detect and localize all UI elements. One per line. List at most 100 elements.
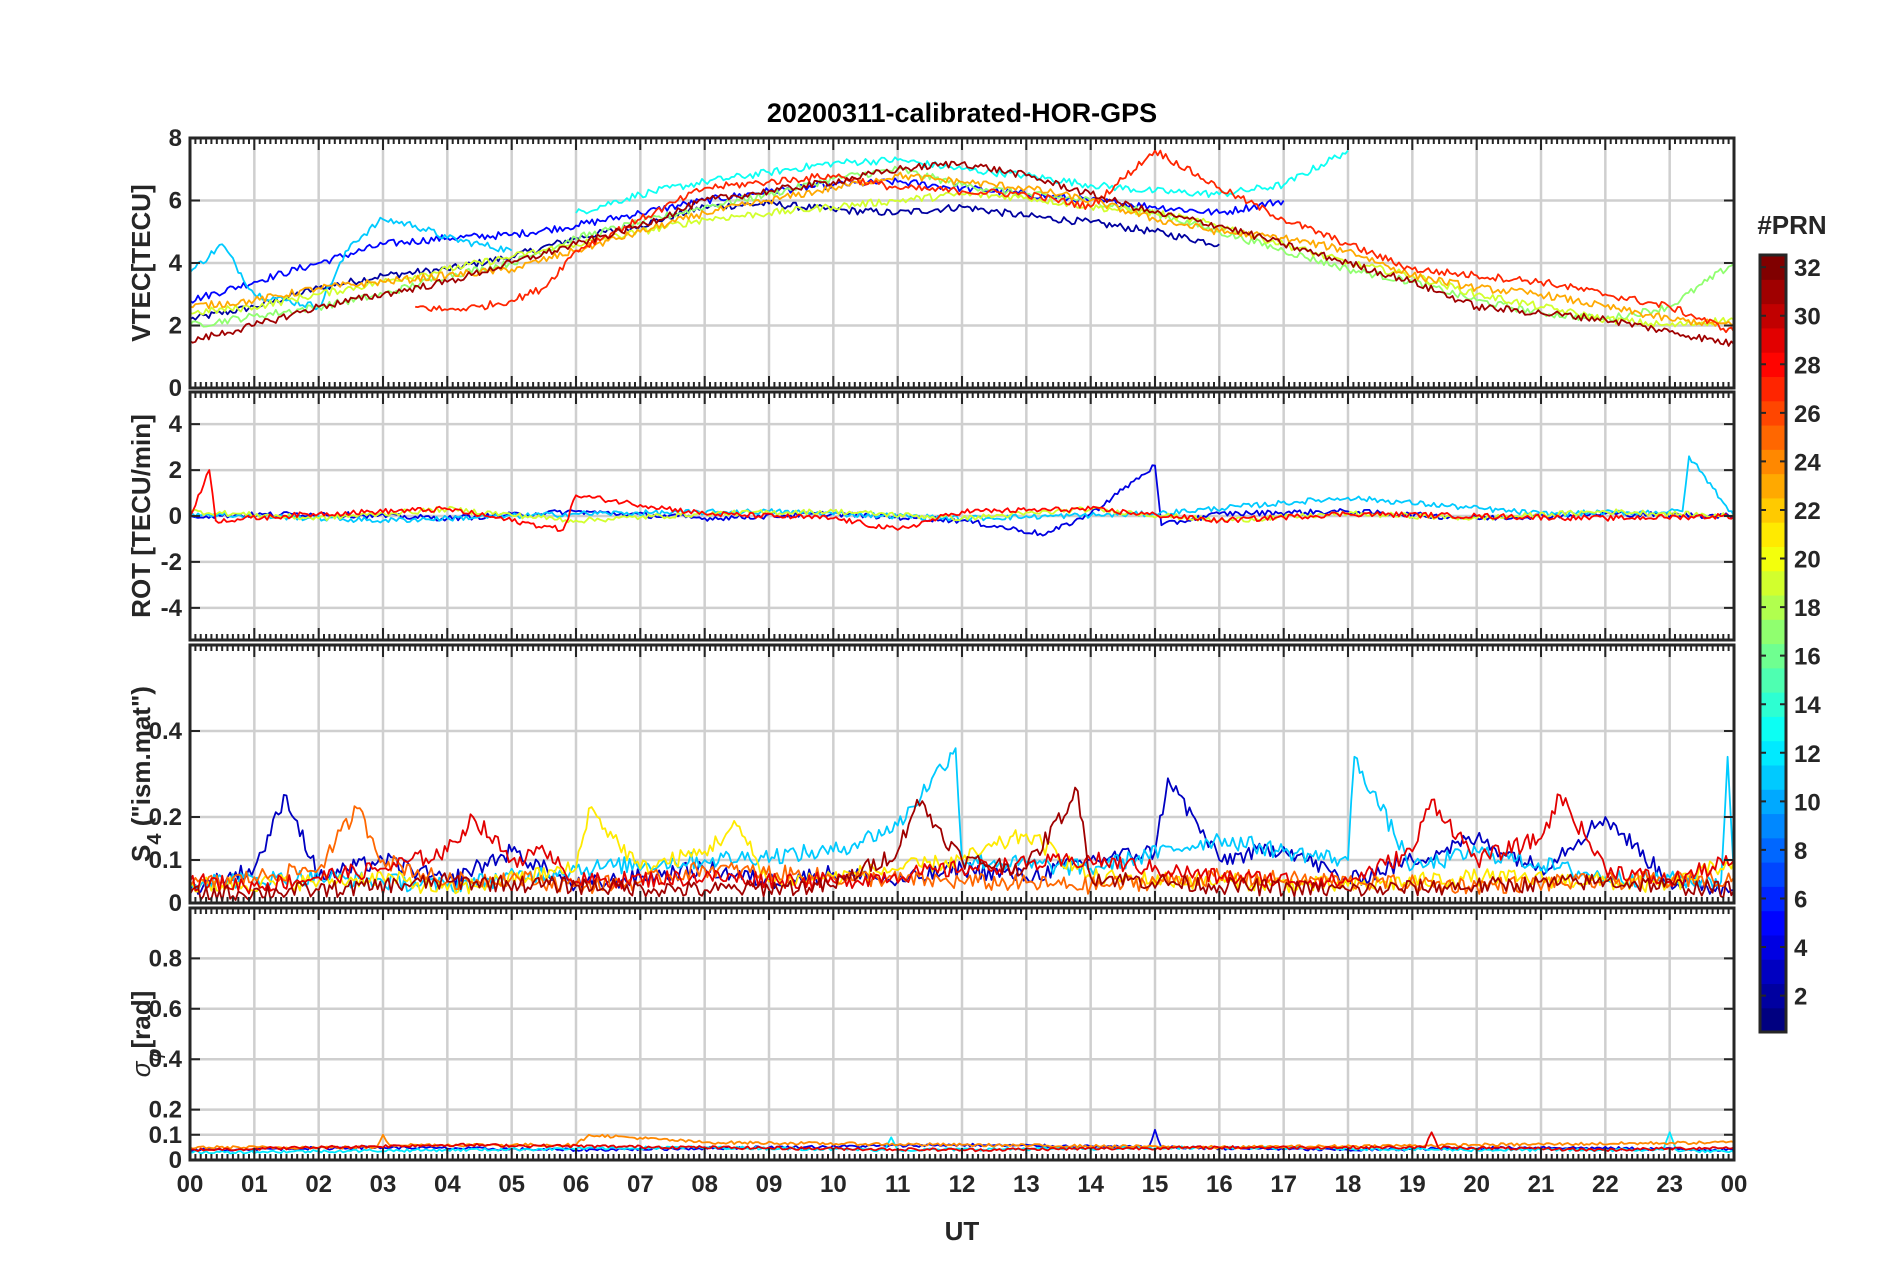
x-tick-label: 16 [1206,1171,1233,1198]
colorbar-tick-label: 2 [1794,984,1807,1011]
colorbar-frame [1758,253,1788,1034]
x-tick-label: 06 [563,1171,590,1198]
y-tick-label: 0.2 [149,804,182,831]
grid-s4 [190,645,1734,903]
y-tick-label: 4 [169,411,183,438]
x-tick-label: 23 [1656,1171,1683,1198]
series-prn-11 [190,216,513,311]
colorbar-segment [1760,619,1786,645]
x-ticks [189,908,1735,1160]
y-axis-label-vtec: VTEC[TECU] [126,184,156,341]
y-tick-label: 0.1 [149,847,182,874]
y-tick-label: 2 [169,313,182,340]
x-tick-label: 02 [305,1171,332,1198]
colorbar-tick-label: 12 [1794,741,1821,768]
y-tick-label: 0 [169,503,182,530]
grid-vtec [190,138,1734,388]
series-group-rot [190,455,1734,537]
y-tick-label: 0.4 [149,1046,183,1073]
x-tick-label: 15 [1142,1171,1169,1198]
colorbar-segment [1760,764,1786,790]
colorbar-segment [1760,716,1786,742]
colorbar-segment [1760,376,1786,402]
x-tick-label: 00 [1721,1171,1748,1198]
y-tick-label: 6 [169,188,182,215]
colorbar-tick-label: 20 [1794,547,1821,574]
colorbar-segment [1760,862,1786,887]
colorbar-segment [1760,1007,1786,1033]
y-tick-label: -2 [161,549,182,576]
colorbar-tick-label: 30 [1794,304,1821,331]
x-tick-label: 19 [1399,1171,1426,1198]
y-tick-label: 0.8 [149,945,182,972]
y-tick-label: 0 [169,890,182,917]
series-prn-24 [190,1133,1734,1150]
colorbar-tick-label: 14 [1794,692,1821,719]
y-tick-label: 0.4 [149,718,183,745]
colorbar-tick-label: 32 [1794,255,1821,282]
colorbar-segment [1760,327,1786,353]
colorbar-tick-label: 8 [1794,838,1807,865]
colorbar-segment [1760,910,1786,936]
x-tick-label: 21 [1528,1171,1555,1198]
series-prn-23 [190,171,1734,327]
colorbar-tick-label: 6 [1794,886,1807,913]
x-tick-label: 10 [820,1171,847,1198]
x-tick-label: 03 [370,1171,397,1198]
colorbar-tick-label: 24 [1794,449,1821,476]
series-prn-27 [415,149,1734,334]
panel-rot: -4 -2 0 2 4 ROT [TECU/min] [126,390,1736,642]
colorbar-tick-label: 4 [1794,935,1808,962]
colorbar-tick-label: 16 [1794,644,1821,671]
colorbar-segment [1760,667,1786,693]
y-tick-label: 8 [169,125,182,152]
colorbar-tick-label: 10 [1794,789,1821,816]
y-tick-label: 0 [169,375,182,402]
x-tick-label: 01 [241,1171,268,1198]
x-tick-label: 14 [1077,1171,1104,1198]
y-tick-label: 0.2 [149,1097,182,1124]
colorbar-segment [1760,522,1786,547]
colorbar-segment [1760,424,1786,450]
y-tick-label: 0 [169,1147,182,1174]
colorbar-label: #PRN [1757,210,1826,240]
x-tick-label: 05 [498,1171,525,1198]
x-ticks [189,645,1735,903]
grid-rot [190,392,1734,640]
colorbar-segment [1760,813,1786,839]
x-tick-label: 11 [885,1171,910,1198]
colorbar-segment [1760,279,1786,305]
x-axis-label: UT [945,1216,980,1246]
y-axis-label-sigma_phi: σφ[rad] [126,991,166,1078]
colorbar-tick-label: 18 [1794,595,1821,622]
y-tick-label: 0.1 [149,1122,182,1149]
series-group-vtec [190,149,1734,347]
panel-s4: 0 0.1 0.2 0.4S4 ("ism.mat") [126,643,1736,917]
x-tick-label: 00 [177,1171,204,1198]
grid-sigma_phi [190,908,1734,1160]
x-tick-label: 08 [691,1171,718,1198]
y-axis-label-rot: ROT [TECU/min] [126,414,156,618]
chart-title: 20200311-calibrated-HOR-GPS [767,98,1157,128]
x-tick-label: 04 [434,1171,461,1198]
y-tick-label: -4 [161,595,183,622]
colorbar-segment [1760,959,1786,985]
colorbar-tick-label: 26 [1794,401,1821,428]
y-tick-label: 0.6 [149,996,182,1023]
colorbar-segment [1760,473,1786,499]
y-axis-label-s4: S4 ("ism.mat") [126,686,166,862]
panel-sigma_phi: 00.10.2 0.4 0.6 0.8 σφ[rad] 00 01 02 03 04 05 06 07 0… [126,906,1748,1198]
series-prn-19 [190,191,1734,328]
colorbar-segment [1760,570,1786,596]
x-tick-label: 22 [1592,1171,1619,1198]
y-tick-label: 4 [169,250,183,277]
x-tick-label: 17 [1270,1171,1297,1198]
series-prn-11 [190,747,1734,894]
y-tick-label: 2 [169,457,182,484]
x-tick-label: 09 [756,1171,783,1198]
x-tick-label: 07 [627,1171,654,1198]
x-tick-label: 12 [949,1171,976,1198]
